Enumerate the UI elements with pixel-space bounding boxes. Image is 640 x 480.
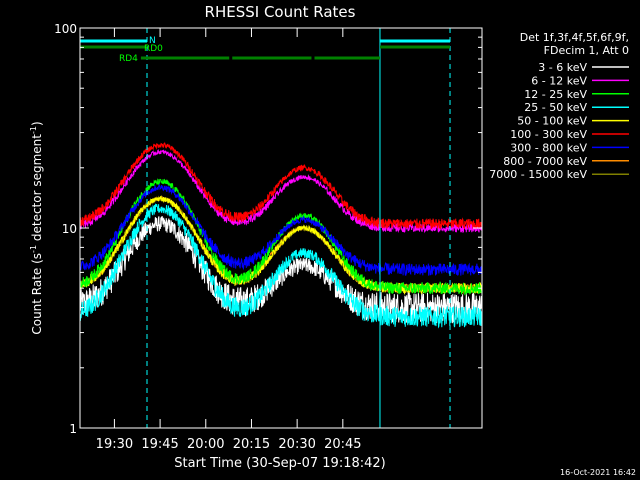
x-tick-label: 19:45	[141, 437, 178, 452]
y-tick-label: 10	[62, 222, 77, 236]
flag-label-rd0: RD0	[144, 44, 163, 54]
legend-label: 12 - 25 keV	[524, 88, 587, 101]
legend: Det 1f,3f,4f,5f,6f,9f, FDecim 1, Att 0 3…	[489, 31, 629, 181]
legend-label: 6 - 12 keV	[531, 74, 587, 87]
legend-label: 100 - 300 keV	[510, 128, 587, 141]
x-axis-label: Start Time (30-Sep-07 19:18:42)	[174, 456, 385, 471]
legend-label: 50 - 100 keV	[517, 115, 587, 128]
legend-header-line2: FDecim 1, Att 0	[544, 44, 629, 57]
x-tick-label: 20:15	[233, 437, 270, 452]
y-axis-label-close: )	[30, 121, 44, 126]
chart-title: RHESSI Count Rates	[205, 3, 356, 21]
y-axis-label-main: Count Rate (s	[30, 253, 44, 335]
y-axis-label-sup2: -1	[29, 126, 38, 134]
legend-header-line1: Det 1f,3f,4f,5f,6f,9f,	[520, 31, 629, 44]
y-tick-label: 100	[54, 22, 77, 36]
y-axis-label-sup: -1	[29, 245, 38, 253]
x-tick-label: 20:00	[187, 437, 224, 452]
x-tick-label: 20:45	[324, 437, 361, 452]
y-axis-label: Count Rate (s-1 detector segment-1)	[29, 121, 44, 334]
legend-label: 300 - 800 keV	[510, 141, 587, 154]
x-tick-label: 20:30	[278, 437, 315, 452]
series-line-5	[79, 141, 483, 230]
legend-label: 800 - 7000 keV	[503, 155, 587, 168]
flag-label-rd4: RD4	[119, 54, 138, 64]
generation-timestamp: 16-Oct-2021 16:42	[560, 468, 636, 477]
series-line-0	[79, 216, 483, 324]
x-tick-label: 19:30	[96, 437, 133, 452]
legend-label: 25 - 50 keV	[524, 101, 587, 114]
y-axis-label-mid: detector segment	[30, 134, 44, 245]
y-tick-label: 1	[69, 422, 77, 436]
legend-label: 3 - 6 keV	[538, 61, 587, 74]
flag-label-n: N	[149, 36, 156, 46]
legend-label: 7000 - 15000 keV	[489, 168, 587, 181]
axis-layer: 1 10 100 19:30 19:45 20:00 20:15 20:30 20:45	[54, 22, 482, 452]
